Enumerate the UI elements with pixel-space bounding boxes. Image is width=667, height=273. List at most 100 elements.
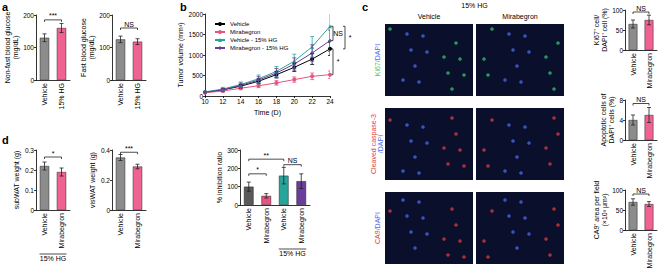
svg-text:0.1: 0.1	[25, 187, 34, 194]
svg-text:visWAT weight (g): visWAT weight (g)	[89, 152, 97, 208]
svg-text:0: 0	[30, 207, 34, 214]
svg-text:22: 22	[309, 98, 317, 105]
svg-text:***: ***	[49, 12, 57, 19]
svg-text:0: 0	[619, 137, 623, 144]
svg-text:% inhibition ratio: % inhibition ratio	[216, 152, 223, 203]
svg-text:300: 300	[227, 147, 238, 154]
svg-text:Vehicle: Vehicle	[117, 83, 124, 106]
svg-text:Vehicle: Vehicle	[630, 143, 637, 166]
svg-text:Mirabegron: Mirabegron	[58, 213, 66, 249]
svg-text:Vehicle: Vehicle	[630, 233, 637, 256]
svg-text:CA9: CA9	[374, 230, 381, 244]
svg-text:2000: 2000	[189, 11, 204, 18]
svg-text:Non-fast blood glucose: Non-fast blood glucose	[4, 12, 12, 84]
svg-text:NS: NS	[124, 21, 134, 28]
svg-text:100: 100	[99, 44, 110, 51]
svg-text:Vehicle - 15% HG: Vehicle - 15% HG	[230, 37, 278, 43]
svg-text:15% HG: 15% HG	[58, 83, 65, 109]
svg-text:NS: NS	[333, 30, 343, 37]
svg-text:15% HG: 15% HG	[461, 2, 487, 9]
svg-text:50: 50	[616, 207, 624, 214]
svg-text:subWAT weight (g): subWAT weight (g)	[13, 151, 21, 210]
svg-text:Mirabegron: Mirabegron	[263, 208, 271, 244]
svg-text:Time (D): Time (D)	[254, 109, 281, 117]
svg-text:1000: 1000	[189, 52, 204, 59]
svg-text:NS: NS	[636, 96, 646, 103]
svg-text:Vehicle: Vehicle	[245, 208, 252, 231]
svg-text:8: 8	[619, 97, 623, 104]
svg-text:4: 4	[619, 117, 623, 124]
svg-text:0: 0	[234, 202, 238, 209]
svg-text:Apoptotic cells of: Apoptotic cells of	[600, 93, 608, 146]
svg-text:*: *	[52, 150, 55, 157]
svg-text:CA9⁺ area per field: CA9⁺ area per field	[593, 181, 601, 240]
svg-text:Fast blood glucose: Fast blood glucose	[80, 18, 88, 77]
svg-text:14: 14	[237, 98, 245, 105]
svg-text:**: **	[264, 152, 270, 159]
svg-text:16: 16	[255, 98, 263, 105]
svg-text:(mg/dL): (mg/dL)	[12, 35, 20, 59]
svg-text:d: d	[2, 134, 9, 146]
svg-text:24: 24	[326, 98, 334, 105]
svg-text:Vehicle: Vehicle	[41, 213, 48, 236]
svg-text:0.3: 0.3	[25, 147, 34, 154]
svg-text:NS: NS	[636, 5, 646, 12]
svg-text:Mirabegron: Mirabegron	[134, 213, 142, 249]
svg-text:500: 500	[192, 72, 203, 79]
svg-text:0: 0	[106, 77, 110, 84]
svg-text:200: 200	[99, 12, 110, 19]
svg-text:200: 200	[227, 165, 238, 172]
svg-text:Vehicle: Vehicle	[280, 208, 287, 231]
svg-text:Mirabegron: Mirabegron	[646, 233, 654, 269]
svg-text:/DAPI: /DAPI	[374, 212, 381, 230]
svg-text:0: 0	[619, 47, 623, 54]
svg-text:1500: 1500	[189, 31, 204, 38]
svg-text:0.2: 0.2	[25, 167, 34, 174]
svg-text:Vehicle: Vehicle	[230, 21, 250, 27]
svg-text:Mirabegron: Mirabegron	[646, 143, 654, 179]
svg-text:Mirabegron: Mirabegron	[502, 13, 538, 21]
svg-text:15% HG: 15% HG	[279, 250, 305, 257]
svg-text:200: 200	[23, 12, 34, 19]
svg-text:50: 50	[616, 27, 624, 34]
svg-text:NS: NS	[288, 157, 298, 164]
svg-text:NS: NS	[636, 187, 646, 194]
svg-text:0: 0	[30, 77, 34, 84]
svg-text:*: *	[337, 58, 340, 65]
svg-text:15% HG: 15% HG	[134, 83, 141, 109]
svg-text:Tumor volume (mm³): Tumor volume (mm³)	[177, 22, 185, 87]
svg-text:Mirabegron: Mirabegron	[646, 53, 654, 89]
svg-text:Mirabegron: Mirabegron	[230, 29, 260, 35]
svg-text:100: 100	[612, 187, 623, 194]
svg-text:Ki67⁺ cell/: Ki67⁺ cell/	[593, 15, 600, 45]
svg-text:100: 100	[612, 7, 623, 14]
svg-text:*: *	[256, 166, 259, 173]
svg-text:10: 10	[201, 98, 209, 105]
svg-text:/DAPI: /DAPI	[377, 135, 384, 153]
svg-text:Vehicle: Vehicle	[418, 13, 441, 20]
svg-text:Mirabegron - 15% HG: Mirabegron - 15% HG	[230, 45, 289, 51]
svg-text:Mirabegron: Mirabegron	[298, 208, 306, 244]
svg-text:0: 0	[106, 207, 110, 214]
svg-text:b: b	[180, 1, 187, 13]
svg-text:12: 12	[219, 98, 227, 105]
svg-text:20: 20	[291, 98, 299, 105]
svg-text:0.4: 0.4	[101, 147, 110, 154]
svg-text:15% HG: 15% HG	[40, 255, 66, 262]
svg-text:DAPI⁺ cell (%): DAPI⁺ cell (%)	[601, 8, 609, 52]
svg-text:(×10³ μm²): (×10³ μm²)	[601, 193, 609, 226]
svg-text:DAPI⁺ cells (%): DAPI⁺ cells (%)	[608, 96, 616, 143]
svg-text:Vehicle: Vehicle	[41, 83, 48, 106]
svg-text:***: ***	[125, 145, 133, 152]
svg-text:Ki67: Ki67	[374, 62, 381, 76]
svg-text:a: a	[2, 1, 9, 13]
svg-text:0: 0	[619, 227, 623, 234]
svg-text:/DAPI: /DAPI	[374, 44, 381, 62]
svg-text:18: 18	[273, 98, 281, 105]
svg-text:c: c	[362, 1, 368, 13]
svg-text:0.2: 0.2	[101, 177, 110, 184]
svg-text:(mg/dL): (mg/dL)	[88, 35, 96, 59]
svg-text:Vehicle: Vehicle	[117, 213, 124, 236]
svg-text:100: 100	[227, 183, 238, 190]
svg-text:100: 100	[23, 44, 34, 51]
